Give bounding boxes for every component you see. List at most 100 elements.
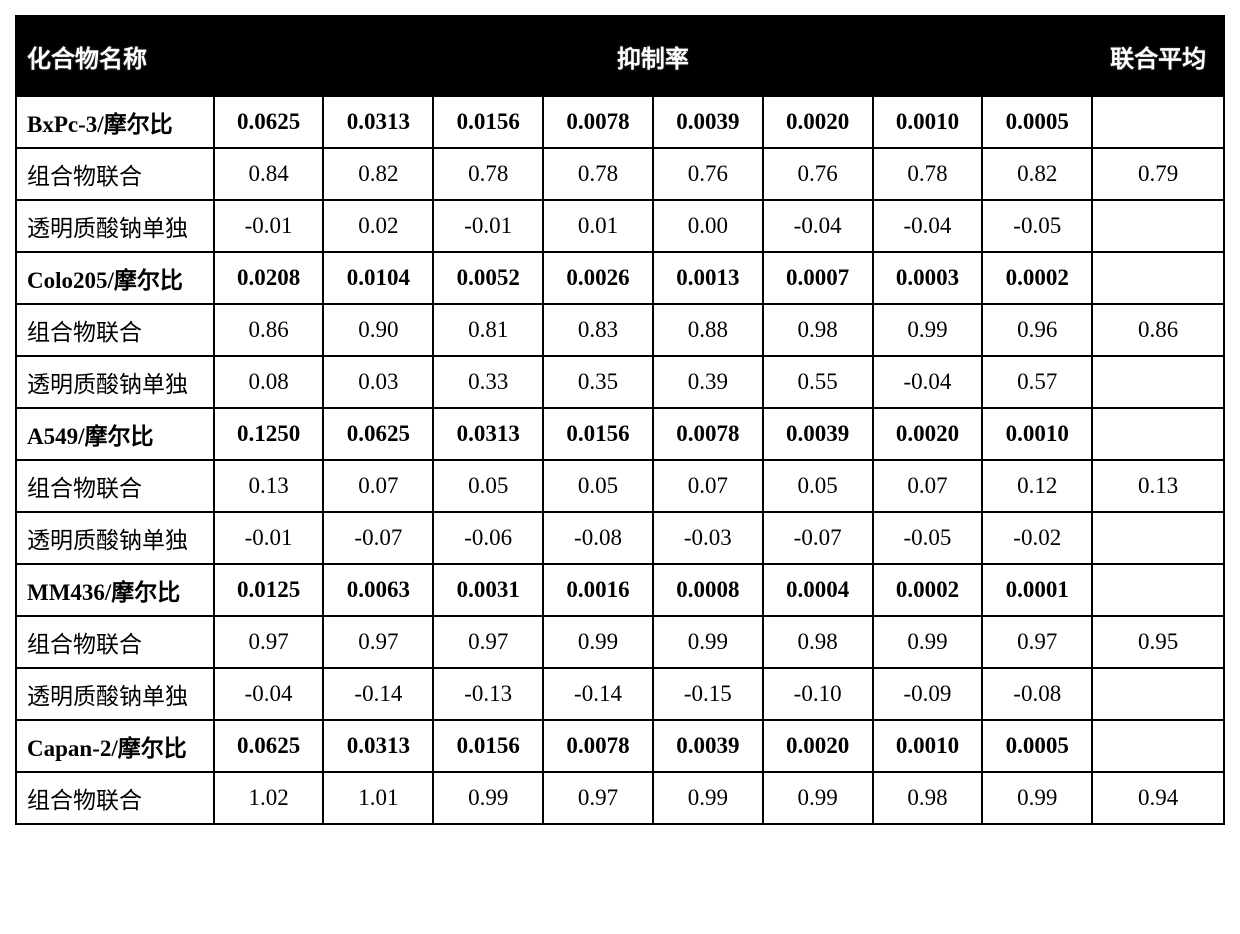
cell-value: -0.05 — [873, 512, 983, 564]
cell-value: 0.90 — [323, 304, 433, 356]
row-label: 组合物联合 — [16, 304, 214, 356]
cell-value: -0.13 — [433, 668, 543, 720]
table-row: 组合物联合0.860.900.810.830.880.980.990.960.8… — [16, 304, 1224, 356]
cell-value: 0.05 — [763, 460, 873, 512]
header-inhibition: 抑制率 — [214, 16, 1093, 96]
table-row: 透明质酸钠单独-0.010.02-0.010.010.00-0.04-0.04-… — [16, 200, 1224, 252]
cell-value: 1.02 — [214, 772, 324, 824]
cell-value: 0.13 — [214, 460, 324, 512]
cell-value: 0.99 — [653, 772, 763, 824]
cell-value: 0.0005 — [982, 96, 1092, 148]
cell-value: 0.99 — [873, 616, 983, 668]
row-label: A549/摩尔比 — [16, 408, 214, 460]
cell-value: 0.57 — [982, 356, 1092, 408]
cell-value: 0.97 — [433, 616, 543, 668]
cell-value: 0.0039 — [763, 408, 873, 460]
table-row: 透明质酸钠单独0.080.030.330.350.390.55-0.040.57 — [16, 356, 1224, 408]
cell-value: 0.99 — [763, 772, 873, 824]
cell-value: 0.78 — [433, 148, 543, 200]
table-row: 透明质酸钠单独-0.04-0.14-0.13-0.14-0.15-0.10-0.… — [16, 668, 1224, 720]
table-row: 组合物联合0.840.820.780.780.760.760.780.820.7… — [16, 148, 1224, 200]
cell-value: 0.0078 — [653, 408, 763, 460]
cell-value: 0.0010 — [982, 408, 1092, 460]
cell-value: 1.01 — [323, 772, 433, 824]
cell-value: -0.08 — [543, 512, 653, 564]
cell-value: 0.0031 — [433, 564, 543, 616]
cell-value: -0.03 — [653, 512, 763, 564]
cell-value: 0.02 — [323, 200, 433, 252]
cell-value: 0.0156 — [543, 408, 653, 460]
table-row: MM436/摩尔比0.01250.00630.00310.00160.00080… — [16, 564, 1224, 616]
cell-value: -0.04 — [873, 200, 983, 252]
cell-value: 0.05 — [433, 460, 543, 512]
cell-value: 0.01 — [543, 200, 653, 252]
cell-value: 0.97 — [323, 616, 433, 668]
row-label: 透明质酸钠单独 — [16, 512, 214, 564]
table-body: BxPc-3/摩尔比0.06250.03130.01560.00780.0039… — [16, 96, 1224, 824]
cell-value: 0.35 — [543, 356, 653, 408]
cell-value: 0.0039 — [653, 720, 763, 772]
cell-value: 0.81 — [433, 304, 543, 356]
cell-value: 0.98 — [763, 304, 873, 356]
cell-value: 0.76 — [763, 148, 873, 200]
cell-value: 0.39 — [653, 356, 763, 408]
cell-value: 0.00 — [653, 200, 763, 252]
cell-value: 0.99 — [543, 616, 653, 668]
cell-average — [1092, 720, 1224, 772]
cell-value: 0.0010 — [873, 96, 983, 148]
cell-value: 0.78 — [543, 148, 653, 200]
cell-value: 0.0313 — [433, 408, 543, 460]
cell-value: 0.0010 — [873, 720, 983, 772]
cell-value: 0.99 — [433, 772, 543, 824]
cell-value: 0.0007 — [763, 252, 873, 304]
cell-value: 0.0063 — [323, 564, 433, 616]
cell-value: 0.0005 — [982, 720, 1092, 772]
cell-value: 0.99 — [982, 772, 1092, 824]
table-row: 透明质酸钠单独-0.01-0.07-0.06-0.08-0.03-0.07-0.… — [16, 512, 1224, 564]
table-row: 组合物联合1.021.010.990.970.990.990.980.990.9… — [16, 772, 1224, 824]
cell-value: 0.82 — [982, 148, 1092, 200]
cell-value: 0.0625 — [323, 408, 433, 460]
cell-value: 0.0004 — [763, 564, 873, 616]
cell-value: 0.97 — [543, 772, 653, 824]
cell-value: -0.05 — [982, 200, 1092, 252]
cell-value: -0.07 — [763, 512, 873, 564]
table-row: Capan-2/摩尔比0.06250.03130.01560.00780.003… — [16, 720, 1224, 772]
cell-value: -0.01 — [214, 200, 324, 252]
cell-value: 0.86 — [214, 304, 324, 356]
table-row: 组合物联合0.970.970.970.990.990.980.990.970.9… — [16, 616, 1224, 668]
cell-value: -0.09 — [873, 668, 983, 720]
cell-value: 0.0016 — [543, 564, 653, 616]
cell-value: 0.0039 — [653, 96, 763, 148]
cell-value: 0.0125 — [214, 564, 324, 616]
cell-value: -0.07 — [323, 512, 433, 564]
cell-value: -0.10 — [763, 668, 873, 720]
cell-value: 0.0078 — [543, 720, 653, 772]
cell-average — [1092, 356, 1224, 408]
data-table: 化合物名称 抑制率 联合平均 BxPc-3/摩尔比0.06250.03130.0… — [15, 15, 1225, 825]
row-label: MM436/摩尔比 — [16, 564, 214, 616]
cell-value: 0.0156 — [433, 96, 543, 148]
cell-value: 0.0013 — [653, 252, 763, 304]
cell-value: 0.98 — [763, 616, 873, 668]
cell-value: 0.97 — [982, 616, 1092, 668]
row-label: 透明质酸钠单独 — [16, 200, 214, 252]
cell-value: -0.08 — [982, 668, 1092, 720]
row-label: 组合物联合 — [16, 616, 214, 668]
table-row: BxPc-3/摩尔比0.06250.03130.01560.00780.0039… — [16, 96, 1224, 148]
cell-value: 0.0313 — [323, 720, 433, 772]
table-header: 化合物名称 抑制率 联合平均 — [16, 16, 1224, 96]
cell-average — [1092, 96, 1224, 148]
cell-value: -0.04 — [763, 200, 873, 252]
cell-average — [1092, 668, 1224, 720]
cell-value: 0.99 — [873, 304, 983, 356]
cell-value: 0.0208 — [214, 252, 324, 304]
cell-value: 0.08 — [214, 356, 324, 408]
cell-average — [1092, 512, 1224, 564]
cell-value: 0.0020 — [873, 408, 983, 460]
cell-average: 0.86 — [1092, 304, 1224, 356]
cell-value: 0.55 — [763, 356, 873, 408]
cell-value: 0.84 — [214, 148, 324, 200]
cell-value: 0.33 — [433, 356, 543, 408]
cell-value: 0.0002 — [873, 564, 983, 616]
